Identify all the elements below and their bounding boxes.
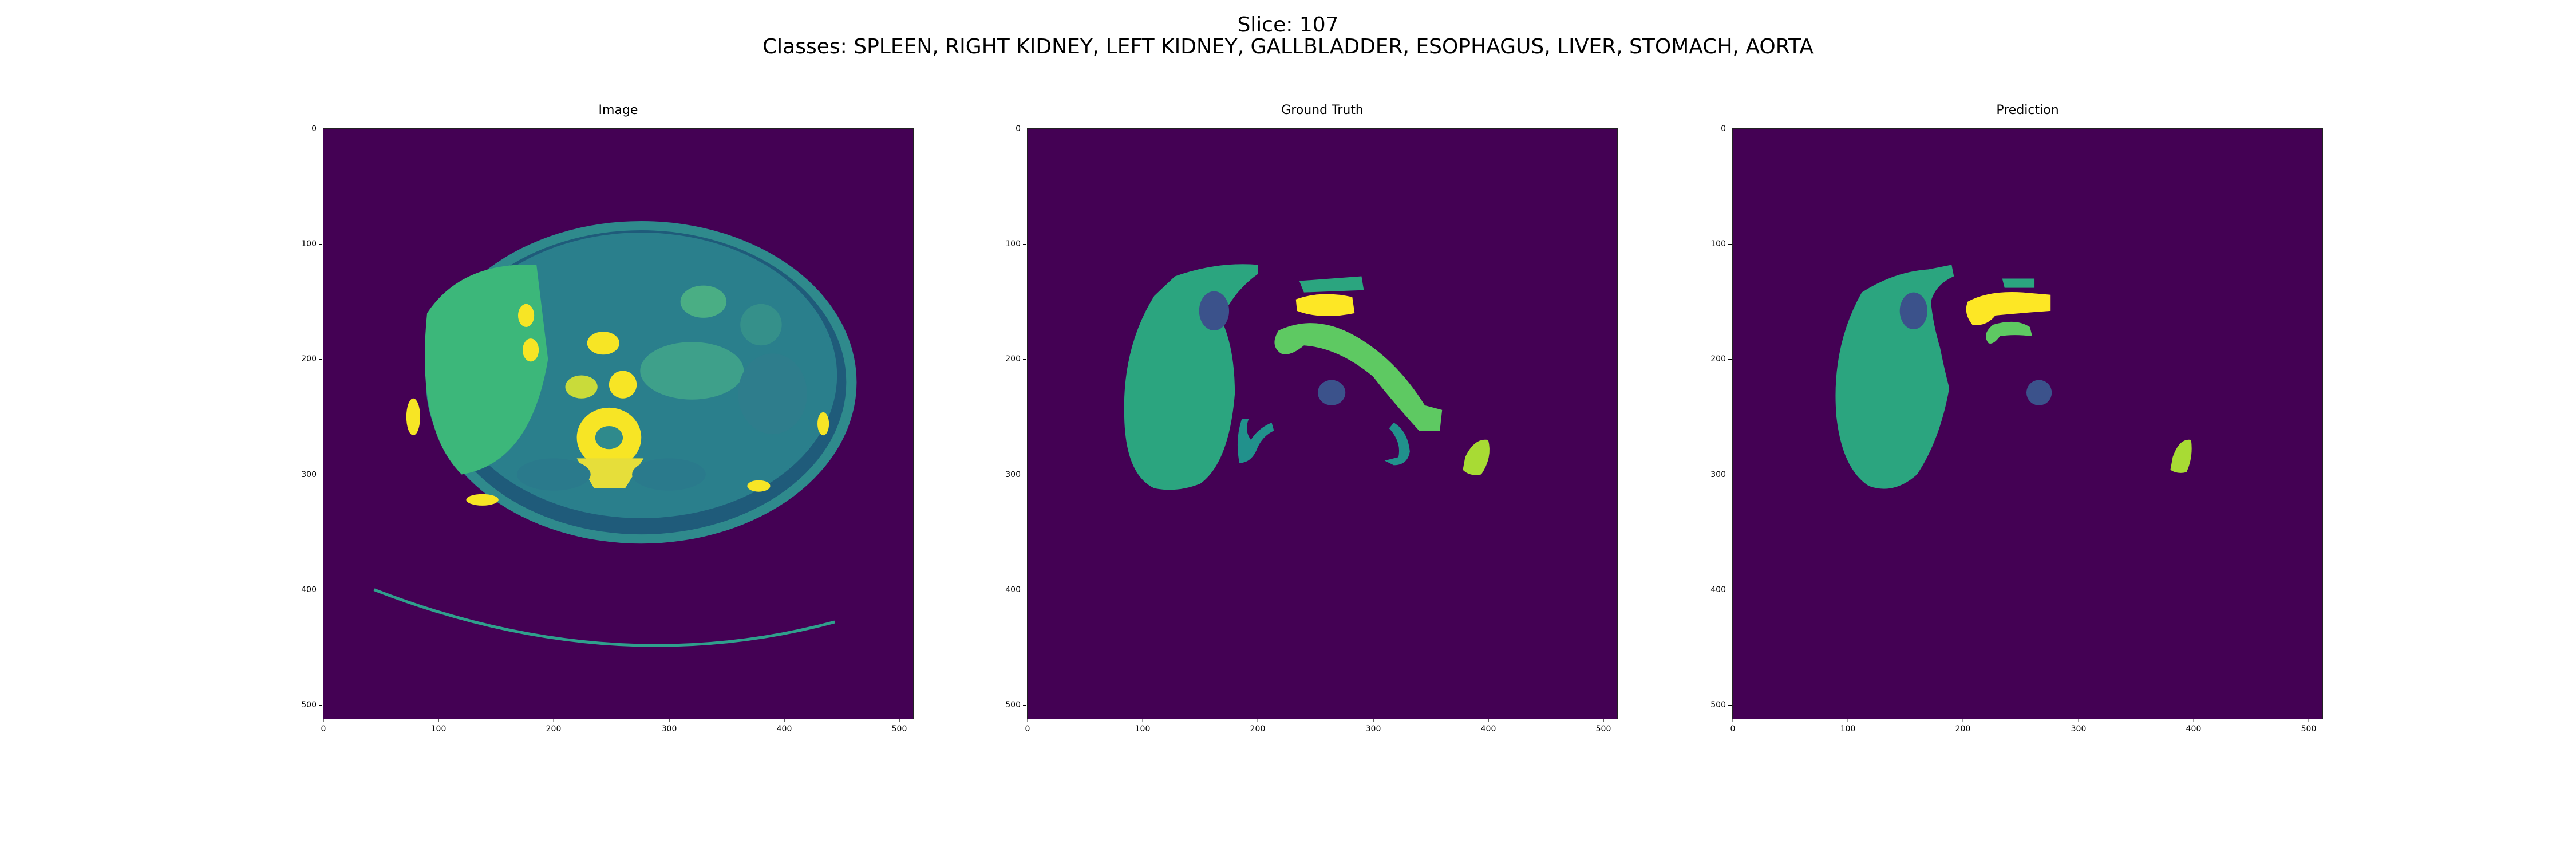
x-tick: 400 — [1480, 719, 1496, 734]
x-tick: 100 — [1135, 719, 1151, 734]
y-tick: 500 — [1005, 700, 1026, 710]
y-tick: 200 — [1710, 354, 1732, 364]
y-tick: 500 — [1710, 700, 1732, 710]
y-tick: 100 — [1710, 239, 1732, 249]
figure-title-slice: Slice: 107 — [1237, 13, 1339, 37]
x-tick: 200 — [1250, 719, 1266, 734]
x-tick: 300 — [1365, 719, 1381, 734]
ct-liver — [425, 265, 548, 475]
gt-right-kidney — [1237, 419, 1274, 463]
panel-title-prediction: Prediction — [1996, 103, 2059, 117]
ct-table — [373, 588, 835, 647]
y-tick: 100 — [301, 239, 322, 249]
x-tick: 100 — [1840, 719, 1856, 734]
figure-title-classes: Classes: SPLEEN, RIGHT KIDNEY, LEFT KIDN… — [762, 35, 1814, 58]
x-tick: 400 — [776, 719, 792, 734]
panel-ground-truth: Ground Truth 0 100 200 300 400 500 — [1005, 104, 1634, 736]
pred-stomach-top — [2002, 278, 2035, 288]
x-tick: 300 — [661, 719, 677, 734]
x-tick: 200 — [546, 719, 562, 734]
gt-aorta — [1295, 294, 1355, 317]
prediction-mask — [1732, 128, 2323, 719]
ct-image — [323, 128, 914, 719]
panel-title-image: Image — [598, 103, 638, 117]
y-tick: 0 — [311, 124, 322, 133]
y-tick: 100 — [1005, 239, 1026, 249]
y-tick: 300 — [1710, 470, 1732, 479]
x-tick: 400 — [2186, 719, 2202, 734]
gt-left-kidney — [1384, 422, 1410, 466]
gt-stomach — [1274, 323, 1443, 431]
y-tick: 400 — [301, 585, 322, 594]
pred-liver — [1835, 265, 1954, 489]
y-tick: 300 — [1005, 470, 1026, 479]
pred-aorta — [1966, 291, 2051, 325]
y-tick: 0 — [1721, 124, 1732, 133]
ct-aorta — [609, 371, 637, 399]
x-tick: 0 — [1025, 719, 1030, 734]
x-tick: 500 — [1595, 719, 1611, 734]
panel-title-ground-truth: Ground Truth — [1281, 103, 1364, 117]
x-tick: 0 — [1730, 719, 1736, 734]
gt-esophagus — [1317, 380, 1346, 405]
y-tick: 500 — [301, 700, 322, 710]
x-tick: 0 — [321, 719, 326, 734]
y-tick: 400 — [1710, 585, 1732, 594]
y-tick: 0 — [1016, 124, 1026, 133]
panel-prediction: Prediction 0 100 200 300 400 500 0 100 2… — [1710, 104, 2340, 736]
gt-stomach-top — [1299, 276, 1364, 293]
y-tick: 200 — [301, 354, 322, 364]
pred-esophagus — [2026, 380, 2052, 405]
gt-spleen — [1463, 439, 1490, 475]
x-tick: 200 — [1955, 719, 1971, 734]
panel-image: Image — [301, 104, 930, 736]
y-tick: 200 — [1005, 354, 1026, 364]
x-tick: 300 — [2071, 719, 2087, 734]
y-tick: 300 — [301, 470, 322, 479]
x-tick: 100 — [430, 719, 447, 734]
x-tick: 500 — [891, 719, 907, 734]
ground-truth-mask — [1027, 128, 1618, 719]
x-tick: 500 — [2301, 719, 2317, 734]
y-tick: 400 — [1005, 585, 1026, 594]
gt-liver — [1124, 264, 1258, 490]
pred-gallbladder — [1899, 292, 1927, 330]
pred-spleen — [2170, 439, 2192, 473]
gt-gallbladder — [1199, 291, 1230, 331]
pred-stomach — [1986, 321, 2033, 344]
